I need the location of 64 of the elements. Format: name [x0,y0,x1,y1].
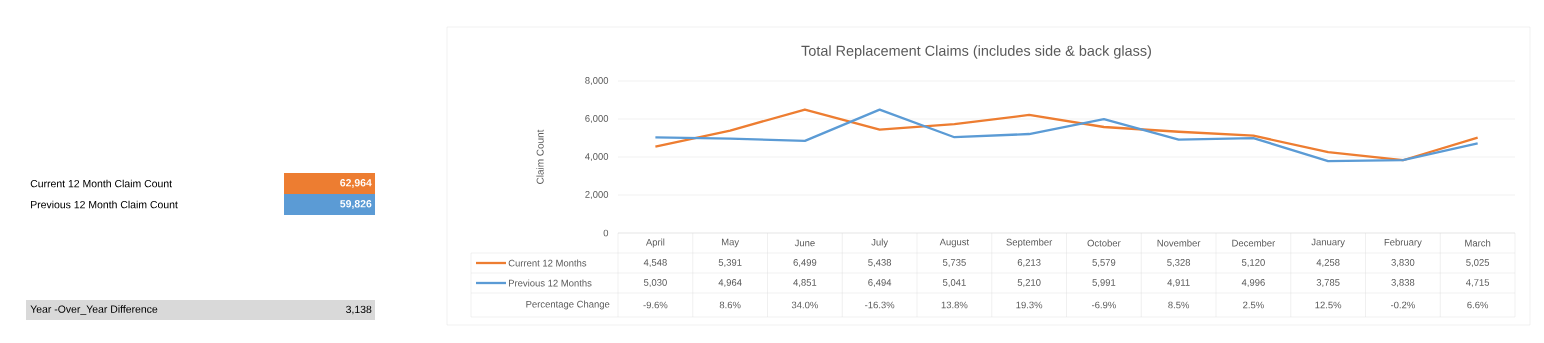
data-label: 4,258 [1316,259,1340,267]
data-label: 3,830 [1391,259,1415,267]
legend-label: Previous 12 Months [508,279,592,287]
text: -16.3% [865,301,895,309]
text: 59,826 [340,200,372,209]
x-tick-label: May [721,238,740,248]
data-label: 4,996 [1241,279,1265,287]
x-tick-label: July [871,238,889,248]
x-tick-label: December [1232,239,1276,247]
x-tick-label: March [1465,239,1491,247]
text: -9.6% [643,301,668,309]
legend-label: Current 12 Months [508,259,587,267]
y-tick-label: 4,000 [585,153,609,161]
x-tick-label: January [1311,238,1345,248]
x-tick-label: August [939,238,970,248]
data-label: 3,785 [1316,279,1340,287]
chart-title: Total Replacement Claims (includes side & back glass) [801,45,1151,59]
text: Current 12 Month Claim Count [30,179,172,188]
data-label: 6,499 [793,259,817,267]
data-label: 4,548 [643,259,667,267]
data-label: 5,735 [942,259,966,267]
text: 62,964 [340,179,372,188]
text: Year -Over_Year Difference [30,305,158,315]
x-tick-label: February [1384,238,1422,248]
data-label: 6,213 [1017,259,1041,267]
text: 6.6% [1467,301,1489,309]
y-tick-label: 6,000 [585,115,609,123]
text: -0.2% [1390,301,1415,309]
text: 13.8% [941,301,968,309]
x-tick-label: October [1087,239,1121,247]
text: 3,138 [346,305,372,315]
text: 8.5% [1168,301,1190,309]
y-tick-label: 2,000 [585,191,609,199]
data-label: 5,991 [1092,279,1116,287]
data-label: 5,041 [942,279,966,287]
x-tick-label: June [794,239,815,247]
data-label: 4,964 [718,279,742,287]
text: 12.5% [1315,301,1342,309]
text: 8.6% [719,301,741,309]
data-label: 5,438 [868,259,892,267]
data-label: 4,851 [793,279,817,287]
text: 2.5% [1243,301,1264,309]
data-label: 5,120 [1241,259,1265,267]
text: -6.9% [1091,301,1116,309]
data-label: 5,579 [1092,259,1116,267]
text: 19.3% [1016,301,1043,309]
text: 34.0% [791,301,818,309]
data-label: 4,715 [1466,279,1490,287]
text: Percentage Change [526,300,610,310]
x-tick-label: September [1006,238,1053,248]
y-tick-label: 0 [603,229,609,237]
text: Previous 12 Month Claim Count [31,200,178,209]
y-tick-label: 8,000 [585,77,609,85]
y-axis-title: Claim Count [536,129,544,184]
data-label: 5,210 [1017,279,1041,287]
data-label: 5,391 [718,259,742,267]
x-tick-label: November [1157,239,1201,247]
data-label: 5,030 [643,279,667,287]
data-label: 5,328 [1167,259,1191,267]
x-tick-label: April [645,238,665,248]
data-label: 3,838 [1391,279,1415,287]
data-label: 6,494 [868,279,892,287]
data-label: 5,025 [1466,259,1490,267]
data-label: 4,911 [1167,279,1190,287]
